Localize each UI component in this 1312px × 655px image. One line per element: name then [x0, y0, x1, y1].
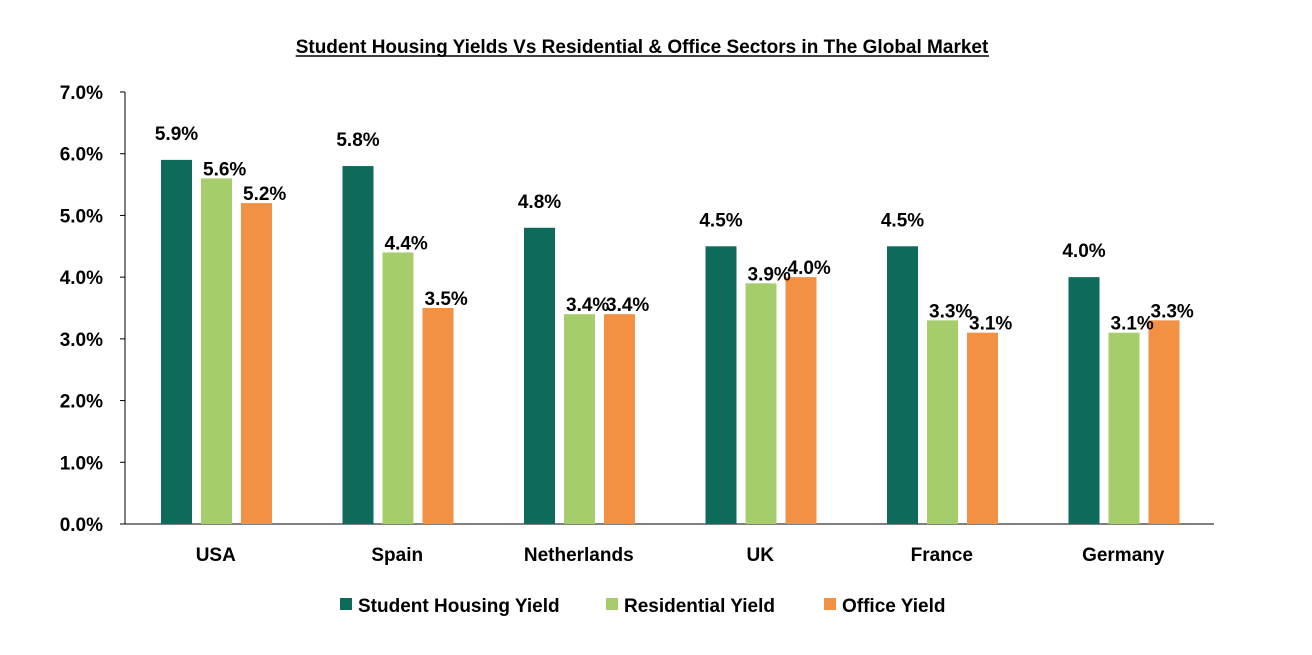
data-label: 3.5% — [425, 289, 468, 310]
y-tick-label: 6.0% — [60, 145, 103, 166]
bar — [564, 314, 595, 524]
legend-swatch — [340, 598, 352, 610]
y-axis: 0.0% 1.0% 2.0% 3.0% 4.0% 5.0% 6.0% 7.0% — [60, 83, 126, 536]
bars — [161, 159, 1180, 525]
data-label: 4.0% — [788, 258, 831, 279]
y-tick-label: 3.0% — [60, 330, 103, 351]
y-tick-label: 2.0% — [60, 392, 103, 413]
bar — [422, 308, 454, 524]
legend-swatch — [606, 598, 618, 610]
bar — [705, 246, 737, 525]
data-label: 4.5% — [699, 210, 742, 231]
legend-label: Student Housing Yield — [358, 596, 560, 617]
bar — [1108, 332, 1140, 524]
bar — [604, 314, 635, 524]
data-label: 4.0% — [1062, 241, 1105, 262]
legend-label: Residential Yield — [624, 596, 775, 617]
data-label: 5.8% — [336, 130, 379, 151]
x-axis: USA Spain Netherlands UK France Germany — [125, 523, 1214, 566]
y-tick-label: 7.0% — [60, 83, 103, 104]
data-label: 4.4% — [385, 233, 428, 254]
legend-swatch — [824, 598, 836, 610]
bar — [524, 227, 555, 524]
y-tick-label: 4.0% — [60, 268, 103, 289]
x-tick-label: Spain — [371, 545, 423, 566]
data-label: 3.1% — [1111, 314, 1154, 335]
y-tick-label: 1.0% — [60, 453, 103, 474]
data-label: 3.1% — [969, 314, 1012, 335]
bar — [927, 320, 958, 524]
y-tick-label: 0.0% — [60, 515, 103, 536]
legend: Student Housing Yield Residential Yield Of… — [340, 596, 945, 617]
data-label: 5.6% — [203, 159, 246, 180]
bar — [1068, 277, 1100, 524]
x-tick-label: UK — [747, 545, 775, 566]
data-label: 3.3% — [929, 301, 972, 322]
bar — [887, 246, 918, 525]
bar — [201, 178, 232, 524]
bar — [161, 159, 192, 524]
bar — [967, 332, 998, 524]
data-label: 3.9% — [748, 264, 791, 285]
data-label: 3.3% — [1151, 301, 1194, 322]
bar — [342, 166, 374, 525]
data-label: 3.4% — [606, 295, 649, 316]
data-label: 4.5% — [881, 210, 924, 231]
legend-label: Office Yield — [842, 596, 945, 617]
y-tick-label: 5.0% — [60, 206, 103, 227]
chart-title-group: Student Housing Yields Vs Residential & … — [295, 37, 989, 58]
x-tick-label: USA — [196, 545, 236, 566]
bar — [382, 252, 414, 524]
x-tick-label: Germany — [1082, 545, 1165, 566]
x-tick-label: France — [911, 545, 973, 566]
x-tick-label: Netherlands — [524, 545, 634, 566]
chart-title: Student Housing Yields Vs Residential & … — [296, 37, 989, 58]
data-label: 5.9% — [155, 124, 198, 145]
bar — [1148, 320, 1180, 524]
data-label: 5.2% — [243, 184, 286, 205]
bar — [745, 283, 777, 524]
bar — [241, 203, 272, 525]
data-label: 4.8% — [518, 192, 561, 213]
bar — [785, 277, 817, 524]
data-labels: 5.9% 5.8% 4.8% 4.5% 4.5% 4.0% 5.6% 4.4% 3.4% 3.9%… — [155, 124, 1194, 335]
data-label: 3.4% — [566, 295, 609, 316]
